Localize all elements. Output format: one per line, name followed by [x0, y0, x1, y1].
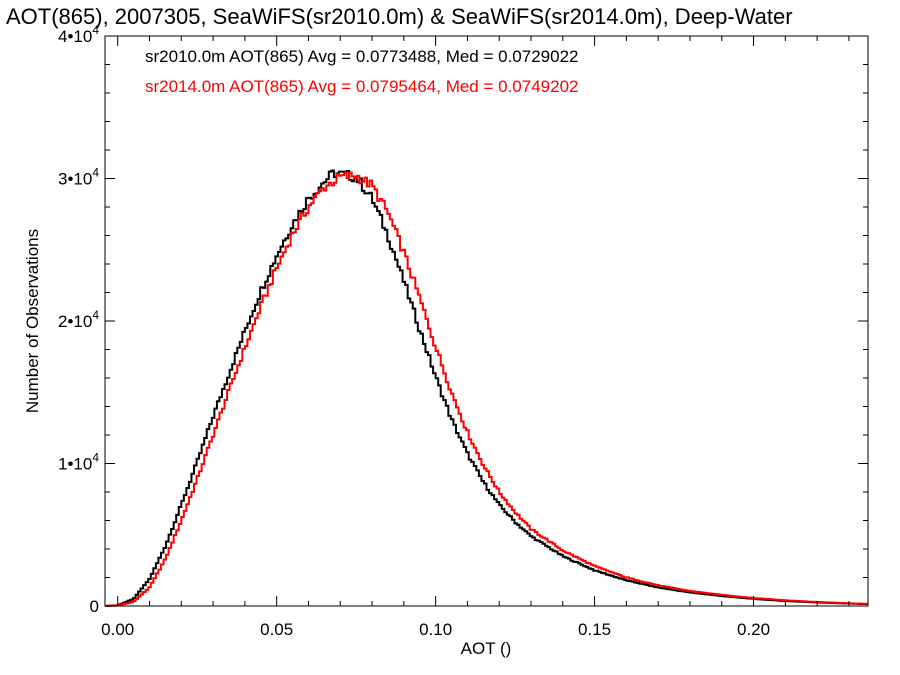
series-2-histogram	[105, 171, 868, 607]
plot-frame	[104, 35, 869, 607]
y-tick-label: 0	[90, 597, 99, 616]
x-tick-label: 0.05	[260, 620, 293, 639]
legend-series-1: sr2010.0m AOT(865) Avg = 0.0773488, Med …	[145, 47, 579, 66]
x-tick-label: 0.00	[101, 620, 134, 639]
series-1-histogram	[105, 169, 868, 607]
y-axis: 0 1•104 2•104 3•104 4•104	[58, 23, 868, 616]
legend-series-2: sr2014.0m AOT(865) Avg = 0.0795464, Med …	[145, 77, 579, 96]
y-tick-label: 2•104	[58, 308, 99, 331]
x-tick-label: 0.10	[419, 620, 452, 639]
x-axis: 0.00 0.05 0.10 0.15 0.20	[101, 36, 850, 639]
y-tick-label: 4•104	[58, 23, 99, 46]
x-tick-label: 0.20	[737, 620, 770, 639]
plot-area	[105, 169, 868, 607]
x-tick-label: 0.15	[578, 620, 611, 639]
y-tick-label: 3•104	[58, 166, 99, 189]
y-axis-label: Number of Observations	[23, 229, 42, 413]
y-tick-label: 1•104	[58, 451, 99, 474]
chart-title: AOT(865), 2007305, SeaWiFS(sr2010.0m) & …	[6, 4, 793, 29]
x-axis-label: AOT ()	[461, 639, 512, 658]
